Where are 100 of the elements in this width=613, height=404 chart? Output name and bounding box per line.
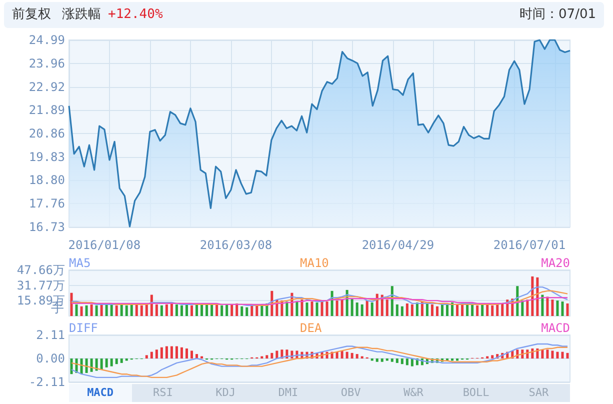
text: BOLL <box>462 385 490 401</box>
text: MA10 <box>300 256 329 270</box>
bar <box>170 303 173 316</box>
bar <box>85 305 88 316</box>
bar <box>541 350 544 358</box>
bar <box>256 305 258 316</box>
text: 前复权 <box>12 6 51 24</box>
text: OBV <box>340 385 362 401</box>
bar <box>400 358 404 364</box>
bar <box>496 304 499 316</box>
bar <box>456 304 459 316</box>
bar <box>200 304 204 316</box>
bar <box>296 302 298 316</box>
bar <box>85 358 88 373</box>
bar <box>521 300 524 316</box>
bar <box>526 300 529 316</box>
bar <box>310 302 314 316</box>
bar <box>145 304 148 316</box>
bar <box>206 304 208 316</box>
bar <box>226 304 228 316</box>
bar <box>300 300 304 316</box>
y-tick-label: 31.77万 <box>16 278 65 292</box>
bar <box>366 300 368 316</box>
bar <box>541 294 544 316</box>
bar <box>170 346 173 358</box>
bar <box>175 304 178 316</box>
y-tick-label: 18.80 <box>28 173 65 188</box>
bar <box>556 352 559 358</box>
text: MA5 <box>69 256 91 270</box>
bar <box>286 302 288 316</box>
bar <box>546 296 549 316</box>
text: RSI <box>152 385 174 401</box>
bar <box>90 304 93 316</box>
bar <box>491 305 494 316</box>
bar <box>110 358 113 366</box>
bar <box>180 305 183 316</box>
bar <box>160 347 163 358</box>
bar <box>105 358 108 368</box>
y-tick-label: 47.66万 <box>16 263 65 277</box>
bar <box>350 298 354 316</box>
bar <box>110 304 113 316</box>
text: DIFF <box>69 321 98 335</box>
x-tick-label: 2016/07/01 <box>493 238 566 252</box>
bar <box>316 302 318 316</box>
bar <box>160 305 163 316</box>
bar <box>155 350 158 358</box>
bar <box>396 358 398 363</box>
bar <box>400 306 404 316</box>
bar <box>436 306 438 316</box>
bar <box>376 358 378 362</box>
bar <box>120 304 123 316</box>
bar <box>360 304 364 316</box>
series-label: DEA <box>300 321 322 335</box>
y-tick-label: 19.83 <box>28 150 65 164</box>
bar <box>396 304 398 316</box>
text: +12.40% <box>108 6 163 24</box>
bar <box>145 355 148 358</box>
y-tick-label: 24.99 <box>28 33 65 47</box>
text: 时间：07/01 <box>520 6 596 24</box>
bar <box>406 358 408 366</box>
bar <box>190 350 193 358</box>
bar <box>546 350 549 358</box>
bar <box>416 302 418 316</box>
bar <box>216 304 218 316</box>
x-tick-label: 2016/04/29 <box>362 238 434 252</box>
bar <box>150 352 153 358</box>
bar <box>100 358 103 370</box>
text: KDJ <box>214 385 236 401</box>
bar <box>115 358 118 364</box>
y-tick-label: 20.86 <box>28 126 65 140</box>
bar <box>451 302 454 316</box>
bar <box>276 350 278 358</box>
y-tick-label: -2.11 <box>28 375 65 389</box>
x-tick-label: 2016/03/08 <box>200 238 272 252</box>
bar <box>185 304 188 316</box>
bar <box>175 346 178 358</box>
bar <box>340 300 344 316</box>
bar <box>491 355 494 358</box>
bar <box>336 300 338 316</box>
bar <box>75 304 78 316</box>
y-tick-label: 22.92 <box>28 80 65 94</box>
text: MACD <box>69 384 132 402</box>
text: DMI <box>277 385 300 401</box>
bar <box>461 304 464 316</box>
bar <box>190 305 193 316</box>
bar <box>531 276 534 316</box>
bar <box>185 348 188 358</box>
line-series <box>70 297 568 306</box>
bar <box>230 304 234 316</box>
y-tick-label: 17.76 <box>28 196 65 211</box>
text: SAR <box>528 385 550 401</box>
bar <box>471 304 474 316</box>
bar <box>320 300 324 316</box>
bar <box>561 352 564 358</box>
bar <box>80 306 83 316</box>
bar <box>270 352 274 358</box>
bar <box>165 346 168 358</box>
bar <box>240 306 244 316</box>
bar <box>165 304 168 316</box>
bar <box>120 358 123 363</box>
